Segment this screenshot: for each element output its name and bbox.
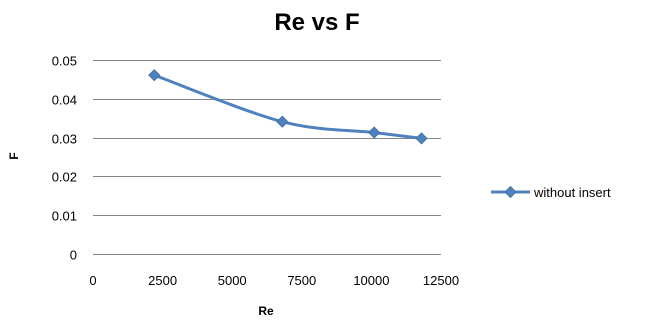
legend-label: without insert (533, 185, 611, 200)
chart-title: Re vs F (274, 9, 359, 36)
x-tick-label: 0 (89, 273, 96, 288)
y-tick-label: 0.02 (52, 170, 77, 185)
y-axis-title: F (7, 152, 21, 159)
series (149, 70, 427, 144)
y-tick-label: 0.03 (52, 132, 77, 147)
x-tick-label: 5000 (218, 273, 247, 288)
legend-marker (505, 187, 516, 198)
y-tick-labels: 0 0.01 0.02 0.03 0.04 0.05 (52, 54, 77, 263)
x-tick-label: 10000 (353, 273, 389, 288)
data-point (369, 127, 380, 138)
x-tick-label: 7500 (287, 273, 316, 288)
x-tick-label: 2500 (148, 273, 177, 288)
legend: without insert (491, 185, 611, 200)
data-point (416, 133, 427, 144)
x-axis-title: Re (258, 304, 274, 318)
y-tick-label: 0.01 (52, 209, 77, 224)
data-point (149, 70, 160, 81)
y-tick-label: 0.04 (52, 93, 77, 108)
x-tick-label: 12500 (423, 273, 459, 288)
series-line (154, 75, 421, 138)
data-point (277, 116, 288, 127)
gridlines (93, 61, 441, 216)
y-tick-label: 0 (70, 248, 77, 263)
x-tick-labels: 0 2500 5000 7500 10000 12500 (89, 273, 459, 288)
y-tick-label: 0.05 (52, 54, 77, 69)
